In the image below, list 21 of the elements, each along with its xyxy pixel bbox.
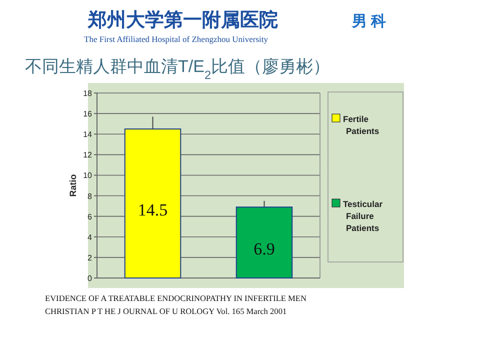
legend-label: Testicular Failure Patients xyxy=(343,199,384,233)
text: The First Affiliated Hospital of Zhengzhou University xyxy=(84,34,269,44)
data-label: 6.9 xyxy=(254,240,275,259)
y-tick-label: 12 xyxy=(83,150,93,160)
text: EVIDENCE OF A TREATABLE ENDOCRINOPATHY IN INFERTILE MEN xyxy=(45,294,306,303)
y-tick-label: 18 xyxy=(83,89,93,98)
data-label: 14.5 xyxy=(138,200,168,220)
y-tick-label: 6 xyxy=(88,212,93,222)
y-tick-label: 14 xyxy=(83,130,93,140)
y-axis-title: Ratio xyxy=(68,174,78,197)
text: CHRISTIAN P T HE J OURNAL OF U ROLOGY Vol. 165 March 2001 xyxy=(45,307,287,316)
y-tick-label: 10 xyxy=(83,171,93,180)
legend-label: Fertile Patients xyxy=(343,114,380,136)
y-tick-label: 16 xyxy=(83,110,93,119)
y-tick-label: 8 xyxy=(88,192,93,201)
y-tick-label: 2 xyxy=(88,253,93,262)
y-tick-label: 4 xyxy=(88,232,93,242)
text: 男 科 xyxy=(351,13,386,30)
chart-subtitle: 郑州大学第一附属医院 xyxy=(87,9,278,31)
y-tick-label: 0 xyxy=(88,274,93,283)
chart-title: 不同生精人群中血清T/E$_{2}$比值（廖勇彬） xyxy=(25,57,330,82)
